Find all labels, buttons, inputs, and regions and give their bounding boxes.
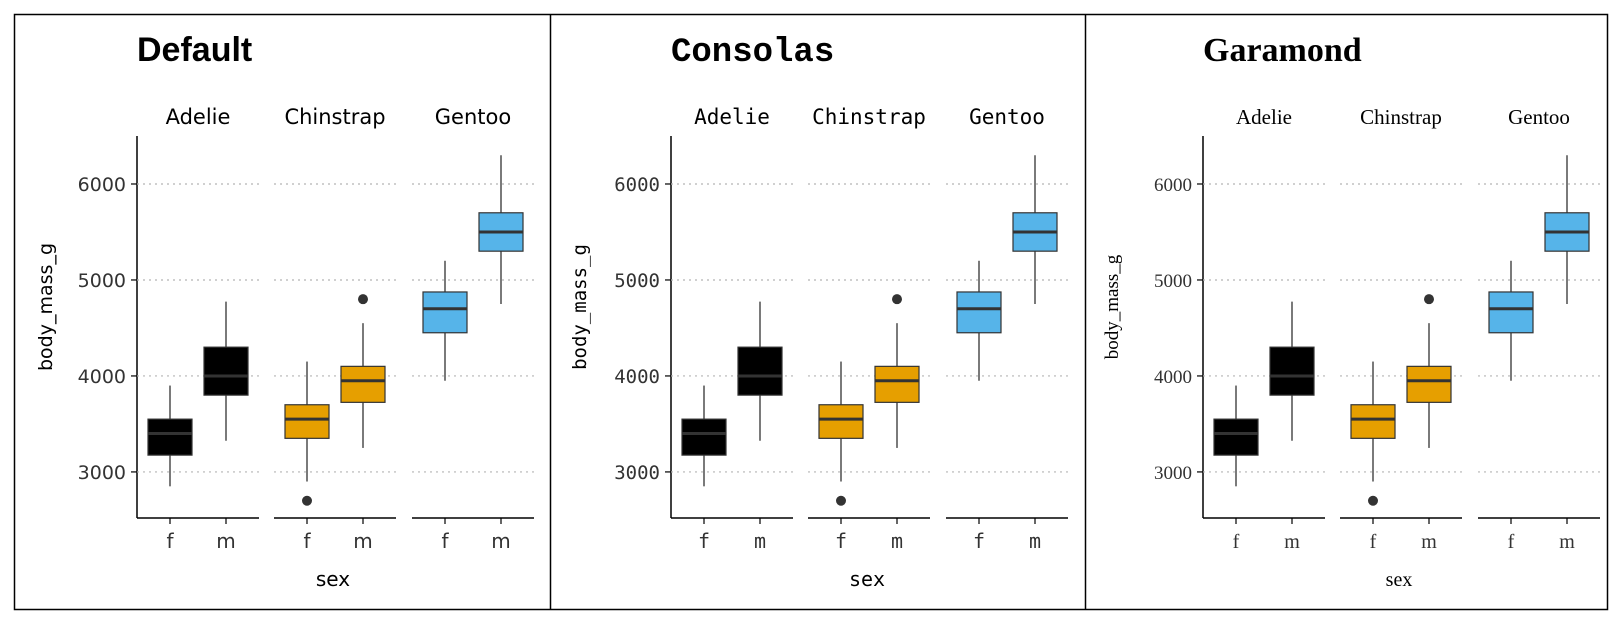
box-iqr xyxy=(737,346,783,396)
x-tick-label: f xyxy=(166,529,174,553)
x-tick-label: f xyxy=(973,529,985,553)
x-tick-label: f xyxy=(835,529,847,553)
facet-label: Chinstrap xyxy=(284,105,385,129)
facet-label: Gentoo xyxy=(435,105,511,129)
x-tick-label: f xyxy=(1370,531,1377,553)
figure-border xyxy=(13,13,1609,611)
box-outlier xyxy=(836,495,846,506)
box-outlier xyxy=(892,294,902,305)
box-outlier xyxy=(1424,294,1434,305)
y-tick-label: 3000 xyxy=(1154,463,1192,484)
x-tick-label: m xyxy=(754,529,766,553)
box-iqr xyxy=(284,404,330,439)
x-tick-label: m xyxy=(891,529,903,553)
box-iqr xyxy=(203,346,249,396)
x-tick-label: m xyxy=(1421,531,1437,553)
x-axis-label: sex xyxy=(1386,569,1413,591)
facet-label: Adelie xyxy=(166,105,231,129)
box-iqr xyxy=(147,418,193,456)
box-iqr xyxy=(1406,365,1452,403)
y-tick-label: 4000 xyxy=(614,366,660,388)
y-tick-label: 5000 xyxy=(614,270,660,292)
x-tick-label: f xyxy=(303,529,311,553)
y-tick-label: 3000 xyxy=(614,462,660,484)
box-iqr xyxy=(818,404,864,439)
y-tick-label: 6000 xyxy=(1154,175,1192,196)
x-tick-label: m xyxy=(491,529,510,553)
x-tick-label: m xyxy=(1559,531,1575,553)
box-iqr xyxy=(1350,404,1396,439)
y-axis-label: body_mass_g xyxy=(1102,254,1123,359)
facet-label: Chinstrap xyxy=(812,105,926,129)
x-tick-label: m xyxy=(216,529,235,553)
box-outlier xyxy=(1368,495,1378,506)
box-iqr xyxy=(956,291,1002,334)
box-iqr xyxy=(422,291,468,334)
box-outlier xyxy=(302,495,312,506)
facet-label: Gentoo xyxy=(969,105,1045,129)
x-tick-label: f xyxy=(1508,531,1515,553)
x-tick-label: m xyxy=(353,529,372,553)
y-tick-label: 5000 xyxy=(1154,271,1192,292)
facet-label: Gentoo xyxy=(1508,105,1570,129)
y-tick-label: 6000 xyxy=(78,174,126,196)
x-tick-label: m xyxy=(1029,529,1041,553)
y-tick-label: 6000 xyxy=(614,174,660,196)
y-axis-label: body_mass_g xyxy=(569,244,591,370)
box-outlier xyxy=(358,294,368,305)
box-iqr xyxy=(1213,418,1259,456)
chart-title: Garamond xyxy=(1203,32,1362,69)
y-tick-label: 3000 xyxy=(78,462,126,484)
x-tick-label: f xyxy=(441,529,449,553)
box-iqr xyxy=(340,365,386,403)
box-iqr xyxy=(874,365,920,403)
box-iqr xyxy=(681,418,727,456)
facet-label: Adelie xyxy=(694,105,770,129)
chart-title: Default xyxy=(137,31,252,69)
x-tick-label: f xyxy=(698,529,710,553)
x-tick-label: m xyxy=(1284,531,1300,553)
chart-title: Consolas xyxy=(671,34,834,72)
x-tick-label: f xyxy=(1233,531,1240,553)
x-axis-label: sex xyxy=(849,567,885,591)
x-axis-label: sex xyxy=(316,567,350,591)
facet-label: Adelie xyxy=(1236,105,1292,129)
y-tick-label: 4000 xyxy=(1154,367,1192,388)
facet-label: Chinstrap xyxy=(1360,105,1442,129)
box-iqr xyxy=(1269,346,1315,396)
y-tick-label: 5000 xyxy=(78,270,126,292)
y-tick-label: 4000 xyxy=(78,366,126,388)
y-axis-label: body_mass_g xyxy=(35,243,57,371)
box-iqr xyxy=(1488,291,1534,334)
